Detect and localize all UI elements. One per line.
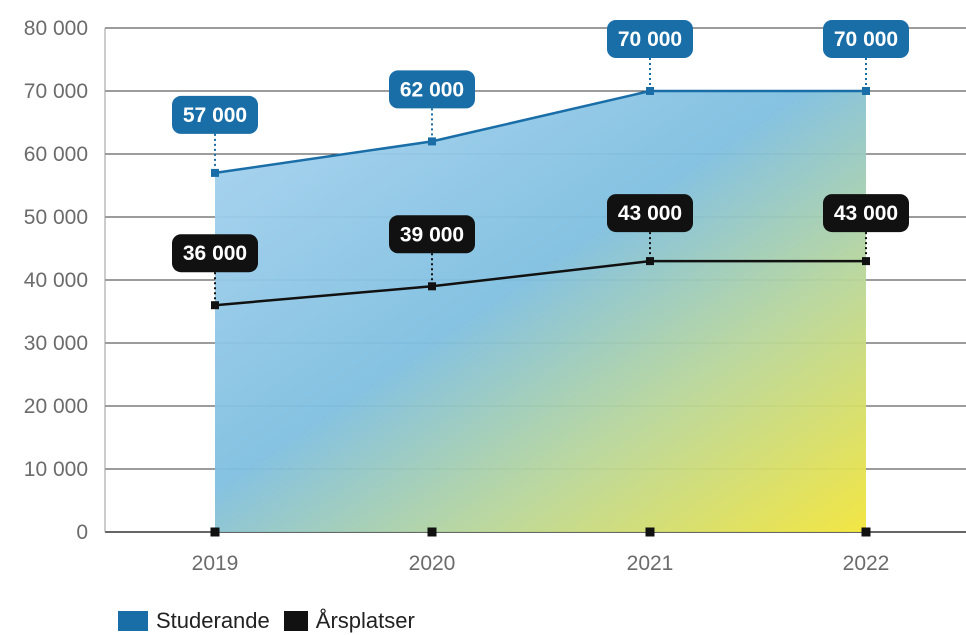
legend-swatch-arsplatser <box>283 611 308 631</box>
legend: Studerande Årsplatser <box>118 608 429 634</box>
legend-swatch-studerande <box>118 611 148 631</box>
data-label-box <box>172 95 258 134</box>
data-label: 70 000 <box>834 28 898 51</box>
y-tick-label: 30 000 <box>24 332 88 355</box>
data-label: 36 000 <box>183 242 247 265</box>
legend-item-studerande: Studerande <box>118 608 270 634</box>
baseline-marker <box>645 527 655 537</box>
y-tick-label: 20 000 <box>24 395 88 418</box>
data-point <box>862 257 870 266</box>
series-line-0 <box>214 89 866 175</box>
data-point <box>646 87 654 95</box>
baseline-marker <box>427 527 437 537</box>
data-label: 57 000 <box>183 104 247 127</box>
data-label: 70 000 <box>618 28 682 51</box>
data-point <box>211 301 219 310</box>
y-tick-label: 10 000 <box>24 458 88 481</box>
area-fill <box>215 91 866 532</box>
x-tick-label: 2022 <box>843 552 890 575</box>
data-labels: 57 000 62 000 70 000 70 000 36 000 39 000 43 0… <box>172 20 909 302</box>
series-lines <box>210 87 871 537</box>
x-tick-label: 2021 <box>627 552 674 575</box>
y-tick-label: 0 <box>76 521 88 544</box>
data-label-box <box>389 215 475 254</box>
series-line-1 <box>214 259 866 307</box>
data-point <box>211 168 219 177</box>
y-tick-label: 60 000 <box>24 143 88 166</box>
data-point <box>862 87 870 95</box>
area-fill-studerande <box>215 91 866 532</box>
data-point <box>428 282 436 291</box>
data-label: 43 000 <box>618 202 682 225</box>
data-label: 62 000 <box>400 78 464 101</box>
y-tick-label: 40 000 <box>24 269 88 292</box>
data-label: 39 000 <box>400 223 464 246</box>
axes: 0 10 000 20 000 30 000 40 000 50 000 60 000 70 … <box>24 17 890 575</box>
legend-item-arsplatser: Årsplatser <box>283 608 415 634</box>
y-tick-label: 80 000 <box>24 17 88 40</box>
data-label: 43 000 <box>834 202 898 225</box>
data-label-box <box>607 194 693 233</box>
legend-label-studerande: Studerande <box>156 608 270 633</box>
data-label-box <box>389 70 475 109</box>
y-tick-label: 50 000 <box>24 206 88 229</box>
y-tick-label: 70 000 <box>24 80 88 103</box>
data-label-box <box>172 234 258 273</box>
data-label-box <box>607 20 693 58</box>
data-label-box <box>823 20 909 58</box>
area-chart: 0 10 000 20 000 30 000 40 000 50 000 60 000 70 … <box>24 17 966 575</box>
baseline-marker <box>861 527 871 537</box>
baseline-marker <box>210 527 220 537</box>
data-label-box <box>823 194 909 233</box>
legend-label-arsplatser: Årsplatser <box>315 608 415 633</box>
x-tick-label: 2019 <box>192 552 239 575</box>
data-point <box>646 257 654 266</box>
x-tick-label: 2020 <box>409 552 456 575</box>
data-point <box>428 137 436 146</box>
